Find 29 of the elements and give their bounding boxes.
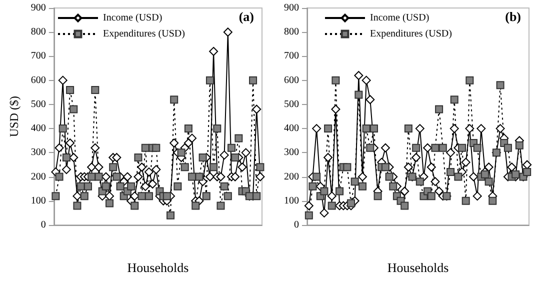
y-tick-label: 500 bbox=[30, 98, 46, 110]
y-tick-label: 600 bbox=[30, 74, 46, 86]
y-tick-label: 300 bbox=[30, 147, 46, 158]
y-tick-label: 0 bbox=[294, 220, 299, 230]
x-axis-title: Households bbox=[387, 260, 449, 275]
y-tick-label: 300 bbox=[284, 147, 299, 158]
x-axis-title: Households bbox=[127, 260, 189, 275]
legend-label: Expenditures (USD) bbox=[370, 28, 452, 40]
legend-label: Expenditures (USD) bbox=[103, 28, 185, 40]
y-tick-label: 200 bbox=[30, 171, 46, 182]
y-tick-label: 200 bbox=[284, 171, 299, 182]
legend-label: Income (USD) bbox=[370, 12, 430, 24]
y-tick-label: 400 bbox=[30, 123, 46, 134]
y-tick-label: 400 bbox=[284, 123, 299, 134]
y-tick-label: 800 bbox=[284, 26, 299, 38]
y-tick-label: 500 bbox=[284, 98, 299, 110]
annotation: (a) bbox=[238, 9, 254, 24]
y-tick-label: 900 bbox=[30, 2, 46, 14]
y-tick-label: 100 bbox=[284, 195, 299, 206]
y-tick-label: 800 bbox=[30, 26, 46, 38]
y-tick-label: 100 bbox=[30, 195, 46, 206]
y-tick-label: 900 bbox=[284, 2, 299, 14]
y-tick-label: 700 bbox=[30, 50, 46, 62]
y-tick-label: 700 bbox=[284, 50, 299, 62]
legend-label: Income (USD) bbox=[103, 12, 162, 24]
annotation: (b) bbox=[505, 9, 521, 24]
y-tick-label: 600 bbox=[284, 74, 299, 86]
y-axis-title: USD ($) bbox=[7, 96, 21, 137]
y-tick-label: 0 bbox=[40, 220, 46, 230]
